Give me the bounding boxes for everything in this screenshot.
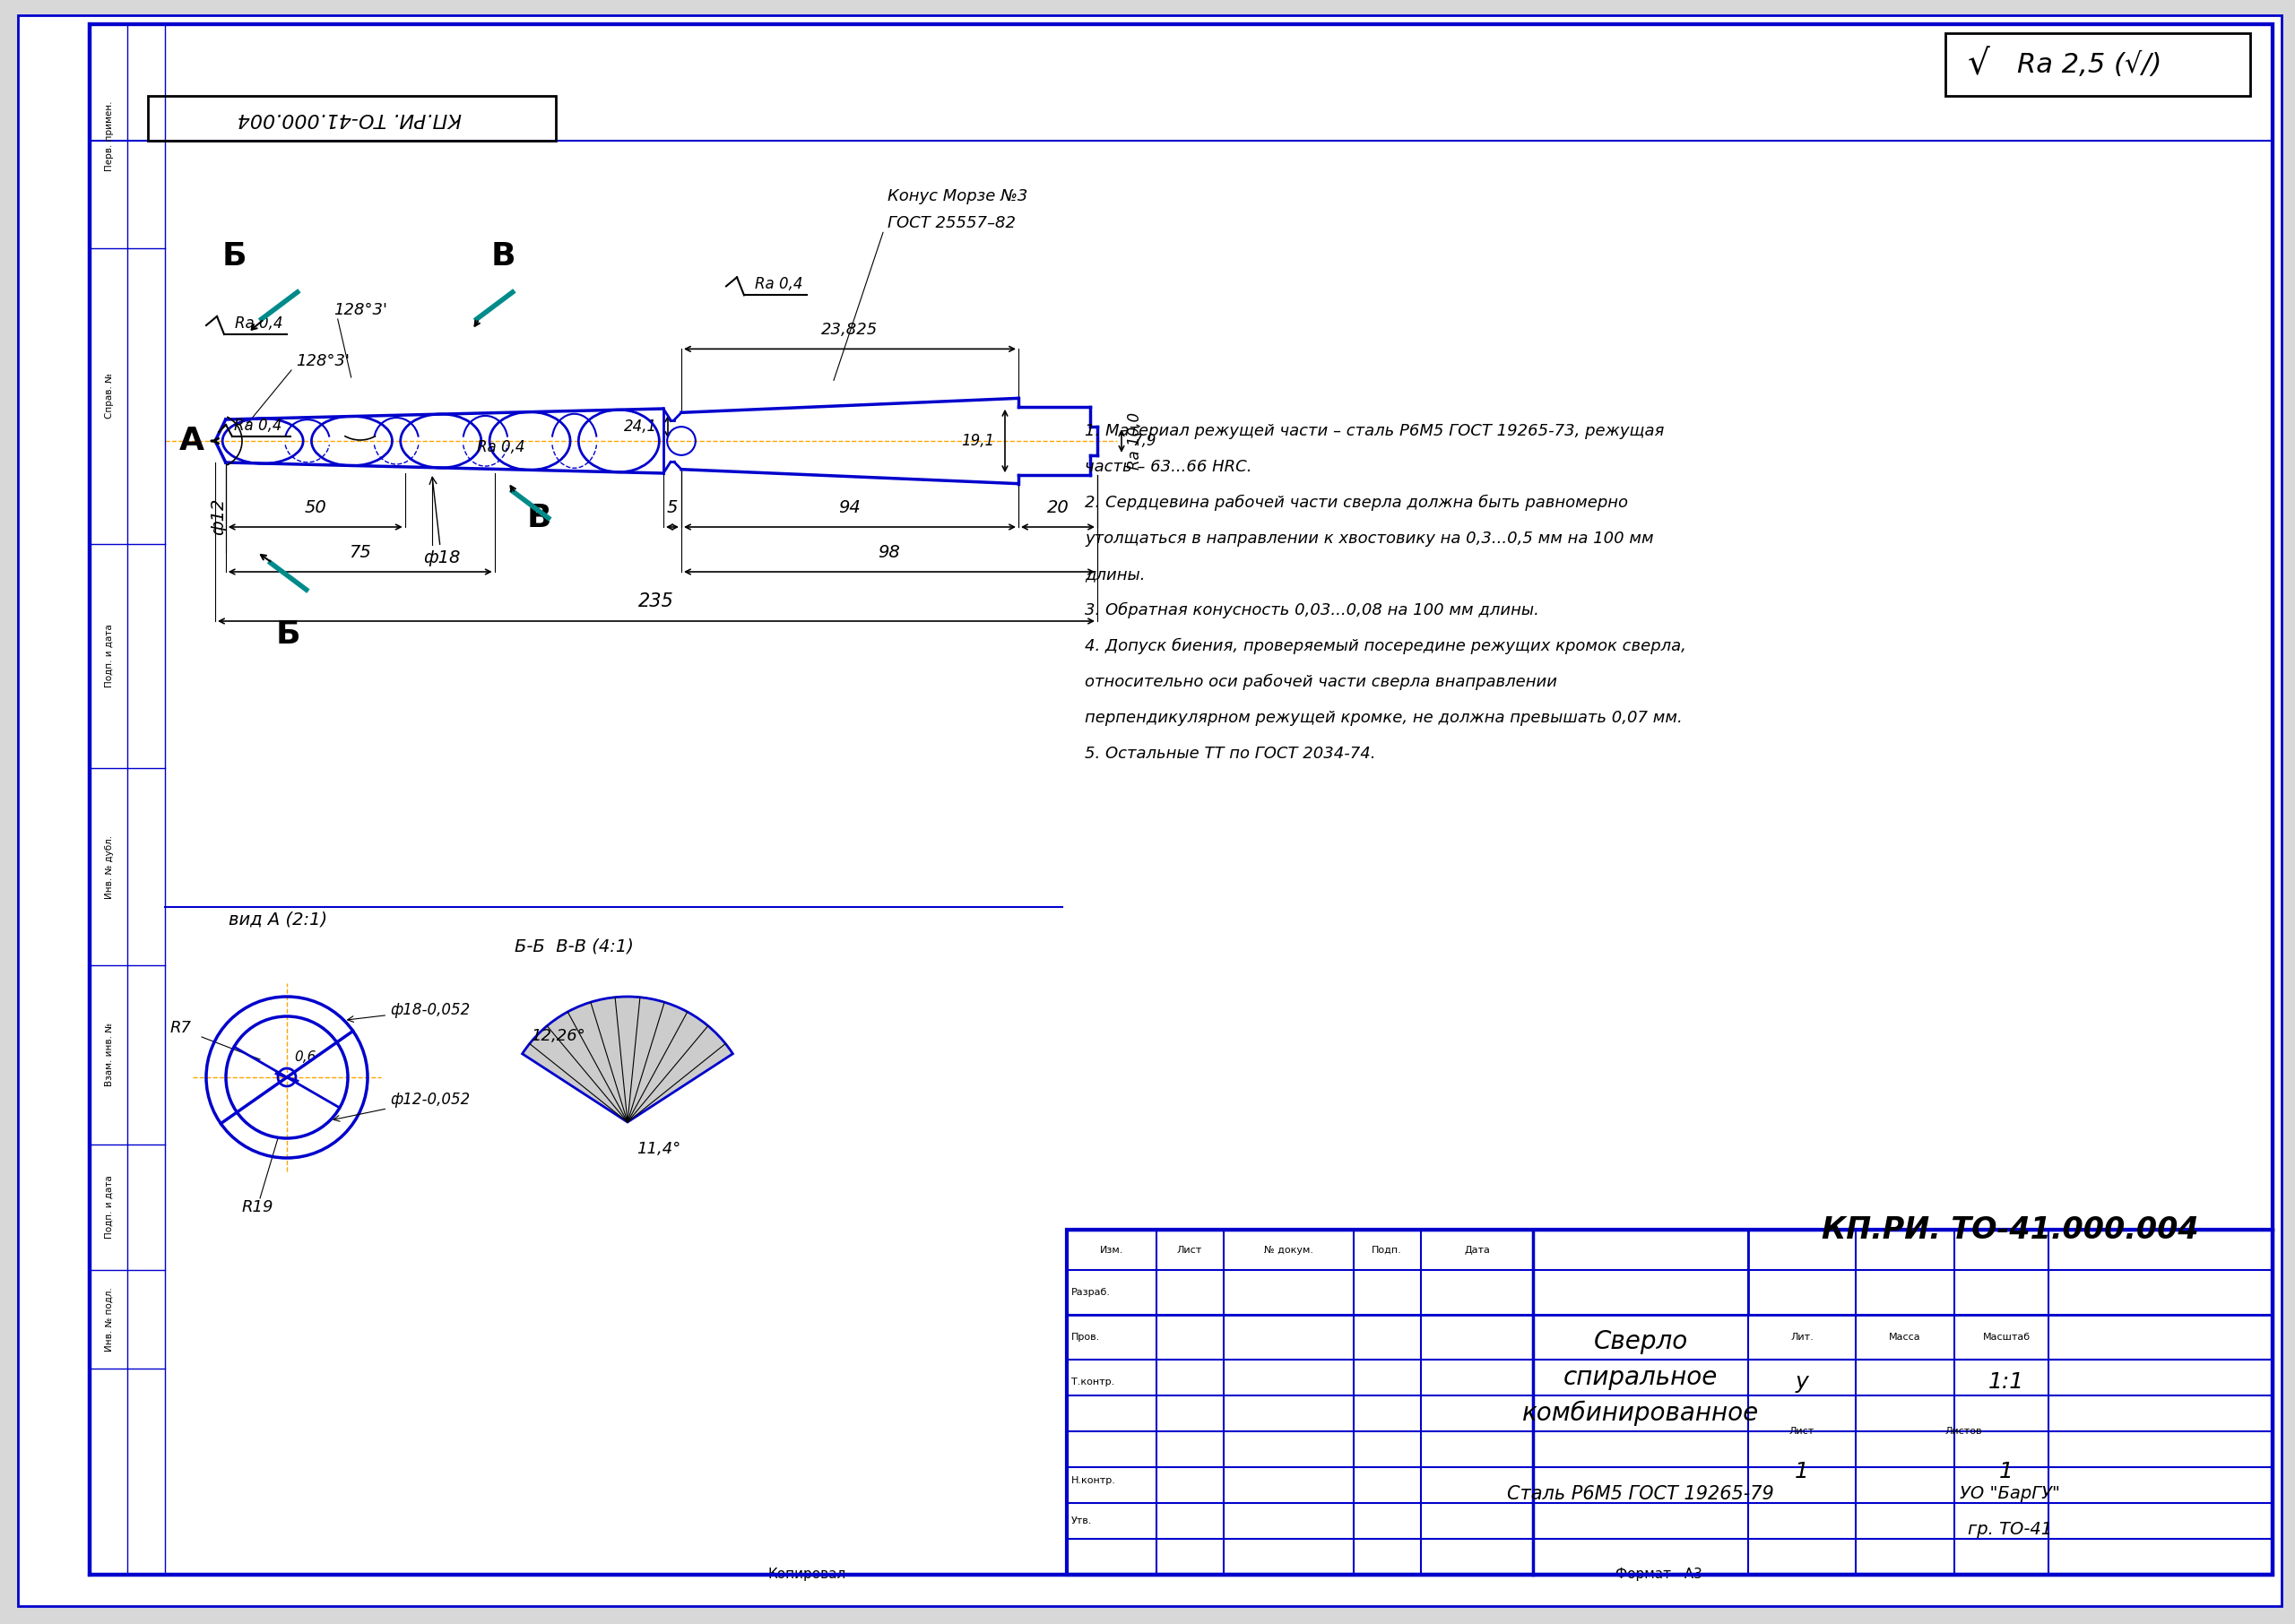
- Text: у: у: [1795, 1371, 1808, 1393]
- Text: перпендикулярном режущей кромке, не должна превышать 0,07 мм.: перпендикулярном режущей кромке, не долж…: [1086, 710, 1682, 726]
- Text: ф12-0,052: ф12-0,052: [333, 1091, 470, 1121]
- Text: 24,1: 24,1: [624, 419, 656, 435]
- Text: Разраб.: Разраб.: [1072, 1288, 1111, 1298]
- Text: Ra 0,4: Ra 0,4: [234, 417, 282, 434]
- Text: Пров.: Пров.: [1072, 1333, 1099, 1341]
- Text: Подп. и дата: Подп. и дата: [106, 1176, 115, 1239]
- Text: Ra 0,4: Ra 0,4: [477, 438, 526, 455]
- Text: спиральное: спиральное: [1563, 1366, 1719, 1390]
- Text: Формат   А3: Формат А3: [1616, 1569, 1703, 1582]
- Text: Сверло: Сверло: [1593, 1328, 1687, 1354]
- Text: Масса: Масса: [1889, 1333, 1921, 1341]
- Text: 4. Допуск биения, проверяемый посередине режущих кромок сверла,: 4. Допуск биения, проверяемый посередине…: [1086, 638, 1687, 654]
- Text: КП.РИ. ТО-41.000.004: КП.РИ. ТО-41.000.004: [236, 109, 461, 127]
- Text: утолщаться в направлении к хвостовику на 0,3...0,5 мм на 100 мм: утолщаться в направлении к хвостовику на…: [1086, 531, 1655, 547]
- Text: 94: 94: [838, 499, 861, 516]
- Text: √: √: [1967, 47, 1990, 81]
- Text: № докум.: № докум.: [1265, 1246, 1313, 1254]
- Text: 0,6: 0,6: [294, 1051, 317, 1064]
- Text: Взам. инв. №: Взам. инв. №: [106, 1023, 115, 1086]
- Text: Конус Морзе №3: Конус Морзе №3: [888, 188, 1028, 205]
- Text: Н.контр.: Н.контр.: [1072, 1476, 1115, 1484]
- Text: Ra 2,5 (√/): Ra 2,5 (√/): [2017, 52, 2162, 78]
- Text: Подп. и дата: Подп. и дата: [106, 624, 115, 687]
- Text: Инв. № дубл.: Инв. № дубл.: [106, 835, 115, 898]
- Text: ф18-0,052: ф18-0,052: [347, 1002, 470, 1021]
- Text: ф12: ф12: [209, 497, 227, 534]
- Text: 50: 50: [305, 499, 326, 516]
- Text: Дата: Дата: [1464, 1246, 1489, 1254]
- Text: 11,4°: 11,4°: [636, 1142, 682, 1156]
- Text: гр. ТО-41: гр. ТО-41: [1969, 1522, 2052, 1538]
- Text: 7,9: 7,9: [1131, 434, 1157, 448]
- Text: Б-Б  В-В (4:1): Б-Б В-В (4:1): [514, 939, 633, 955]
- Text: Б: Б: [275, 619, 301, 650]
- Text: 1: 1: [1795, 1462, 1808, 1483]
- Text: Ra 0,4: Ra 0,4: [755, 276, 803, 292]
- Text: Листов: Листов: [1944, 1427, 1983, 1436]
- Text: Подп.: Подп.: [1372, 1246, 1402, 1254]
- Text: Б: Б: [223, 240, 248, 271]
- Text: В: В: [491, 240, 516, 271]
- Text: комбинированное: комбинированное: [1522, 1400, 1758, 1426]
- Text: R19: R19: [241, 1199, 273, 1215]
- Text: Лист: Лист: [1177, 1246, 1203, 1254]
- Text: A: A: [179, 425, 204, 456]
- Text: 20: 20: [1047, 499, 1069, 516]
- Text: 235: 235: [638, 593, 675, 611]
- Text: 5: 5: [668, 499, 677, 516]
- Text: Перв. примен.: Перв. примен.: [106, 101, 115, 172]
- Text: 128°3': 128°3': [333, 302, 388, 318]
- Text: 23,825: 23,825: [822, 322, 879, 338]
- Text: 12,26°: 12,26°: [530, 1028, 585, 1044]
- Text: относительно оси рабочей части сверла внаправлении: относительно оси рабочей части сверла вн…: [1086, 674, 1558, 690]
- Text: Ra 10,0: Ra 10,0: [1127, 412, 1143, 469]
- Text: Лит.: Лит.: [1790, 1333, 1813, 1341]
- Text: Справ. №: Справ. №: [106, 374, 115, 419]
- Text: 19,1: 19,1: [962, 434, 994, 448]
- Text: вид А (2:1): вид А (2:1): [230, 911, 328, 929]
- Text: Лист: Лист: [1790, 1427, 1815, 1436]
- Text: В: В: [528, 503, 551, 533]
- Text: R7: R7: [170, 1020, 193, 1036]
- Text: 75: 75: [349, 544, 372, 560]
- Text: 3. Обратная конусность 0,03...0,08 на 100 мм длины.: 3. Обратная конусность 0,03...0,08 на 10…: [1086, 603, 1540, 619]
- Polygon shape: [18, 15, 2281, 1606]
- Text: 98: 98: [879, 544, 900, 560]
- Text: УО "БарГУ": УО "БарГУ": [1960, 1486, 2061, 1502]
- Text: 128°3': 128°3': [296, 352, 349, 369]
- Text: часть – 63...66 HRC.: часть – 63...66 HRC.: [1086, 460, 1253, 474]
- Text: Ra 0,4: Ra 0,4: [234, 315, 282, 331]
- Text: 2. Сердцевина рабочей части сверла должна быть равномерно: 2. Сердцевина рабочей части сверла должн…: [1086, 495, 1627, 512]
- Text: Масштаб: Масштаб: [1983, 1333, 2031, 1341]
- Text: ф18: ф18: [422, 477, 459, 567]
- Text: Копировал: Копировал: [767, 1569, 847, 1582]
- Text: 1. Материал режущей части – сталь Р6М5 ГОСТ 19265-73, режущая: 1. Материал режущей части – сталь Р6М5 Г…: [1086, 422, 1664, 438]
- Wedge shape: [523, 997, 732, 1122]
- Text: 1:1: 1:1: [1987, 1371, 2024, 1393]
- Text: 1: 1: [1999, 1462, 2013, 1483]
- Text: ГОСТ 25557–82: ГОСТ 25557–82: [888, 216, 1017, 232]
- Text: Изм.: Изм.: [1099, 1246, 1125, 1254]
- Text: 5. Остальные ТТ по ГОСТ 2034-74.: 5. Остальные ТТ по ГОСТ 2034-74.: [1086, 745, 1375, 762]
- Text: КП.РИ. ТО-41.000.004: КП.РИ. ТО-41.000.004: [1822, 1215, 2199, 1244]
- Text: Инв. № подл.: Инв. № подл.: [106, 1288, 115, 1351]
- Text: Утв.: Утв.: [1072, 1517, 1092, 1525]
- Text: длины.: длины.: [1086, 567, 1145, 583]
- Text: Т.контр.: Т.контр.: [1072, 1377, 1115, 1387]
- Text: Сталь Р6М5 ГОСТ 19265-79: Сталь Р6М5 ГОСТ 19265-79: [1508, 1484, 1774, 1502]
